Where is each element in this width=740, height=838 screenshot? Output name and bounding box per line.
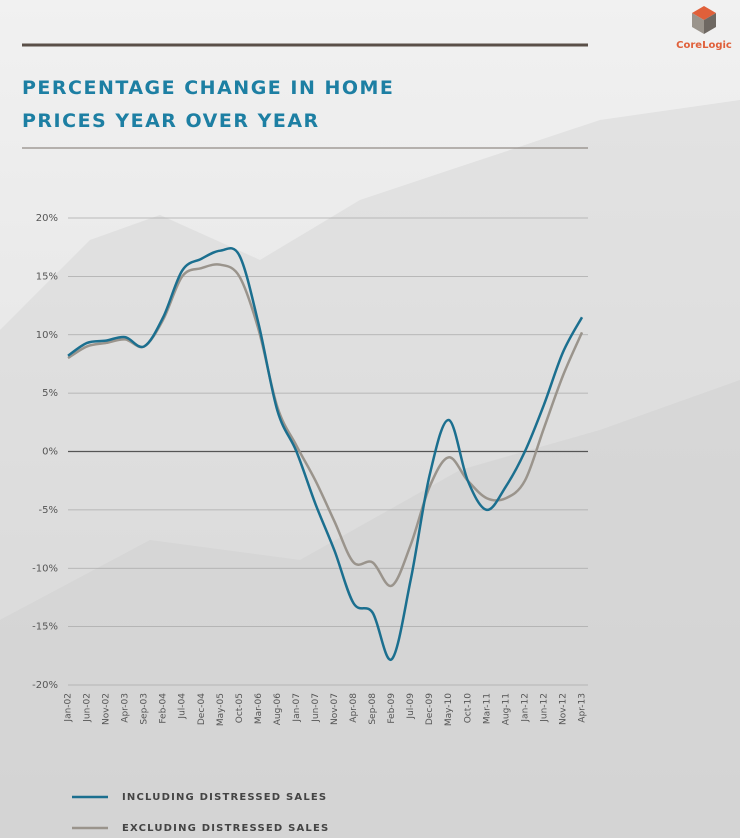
y-tick-label: 15% <box>36 271 58 282</box>
y-tick-label: 5% <box>42 388 58 399</box>
y-tick-label: 20% <box>36 213 58 224</box>
x-tick-label: Oct-05 <box>235 693 245 723</box>
x-tick-label: Sep-03 <box>140 693 150 725</box>
x-tick-label: Jun-12 <box>539 693 549 723</box>
x-tick-label: Mar-11 <box>482 693 492 724</box>
x-tick-label: Jan-07 <box>292 693 302 723</box>
x-tick-label: Nov-12 <box>558 693 568 725</box>
x-tick-label: Jan-02 <box>64 693 74 723</box>
x-tick-label: Mar-06 <box>254 693 264 724</box>
y-tick-label: -20% <box>32 680 58 691</box>
x-tick-label: Nov-07 <box>330 693 340 725</box>
y-tick-label: -10% <box>32 563 58 574</box>
y-tick-label: 10% <box>36 330 58 341</box>
x-tick-label: Dec-04 <box>197 693 207 725</box>
x-tick-label: Jul-04 <box>178 693 188 720</box>
x-tick-label: May-05 <box>216 693 226 726</box>
x-tick-label: Apr-13 <box>578 693 588 723</box>
y-tick-label: 0% <box>42 447 58 458</box>
x-tick-label: Apr-08 <box>349 693 359 723</box>
x-tick-label: Sep-08 <box>368 693 378 725</box>
logo: CoreLogic <box>676 40 732 51</box>
x-tick-label: Jul-09 <box>406 693 416 720</box>
x-tick-label: May-10 <box>444 693 454 726</box>
y-tick-label: -5% <box>39 505 58 516</box>
x-tick-label: Dec-09 <box>425 693 435 725</box>
chart-title: PERCENTAGE CHANGE IN HOME PRICES YEAR OV… <box>22 77 395 132</box>
x-tick-label: Feb-04 <box>159 693 169 724</box>
x-tick-label: Jun-02 <box>83 693 93 723</box>
x-tick-label: Jan-12 <box>520 693 530 723</box>
logo-icon <box>692 6 716 34</box>
legend-label: INCLUDING DISTRESSED SALES <box>122 792 327 803</box>
x-tick-label: Aug-11 <box>501 693 511 725</box>
x-tick-label: Feb-09 <box>387 693 397 724</box>
x-tick-label: Oct-10 <box>463 693 473 724</box>
y-tick-label: -15% <box>32 622 58 633</box>
x-tick-label: Apr-03 <box>121 693 131 723</box>
x-tick-label: Nov-02 <box>102 693 112 725</box>
series-line <box>67 247 584 661</box>
legend-label: EXCLUDING DISTRESSED SALES <box>122 823 329 834</box>
x-tick-label: Jun-07 <box>311 693 321 723</box>
x-tick-label: Aug-06 <box>273 693 283 726</box>
